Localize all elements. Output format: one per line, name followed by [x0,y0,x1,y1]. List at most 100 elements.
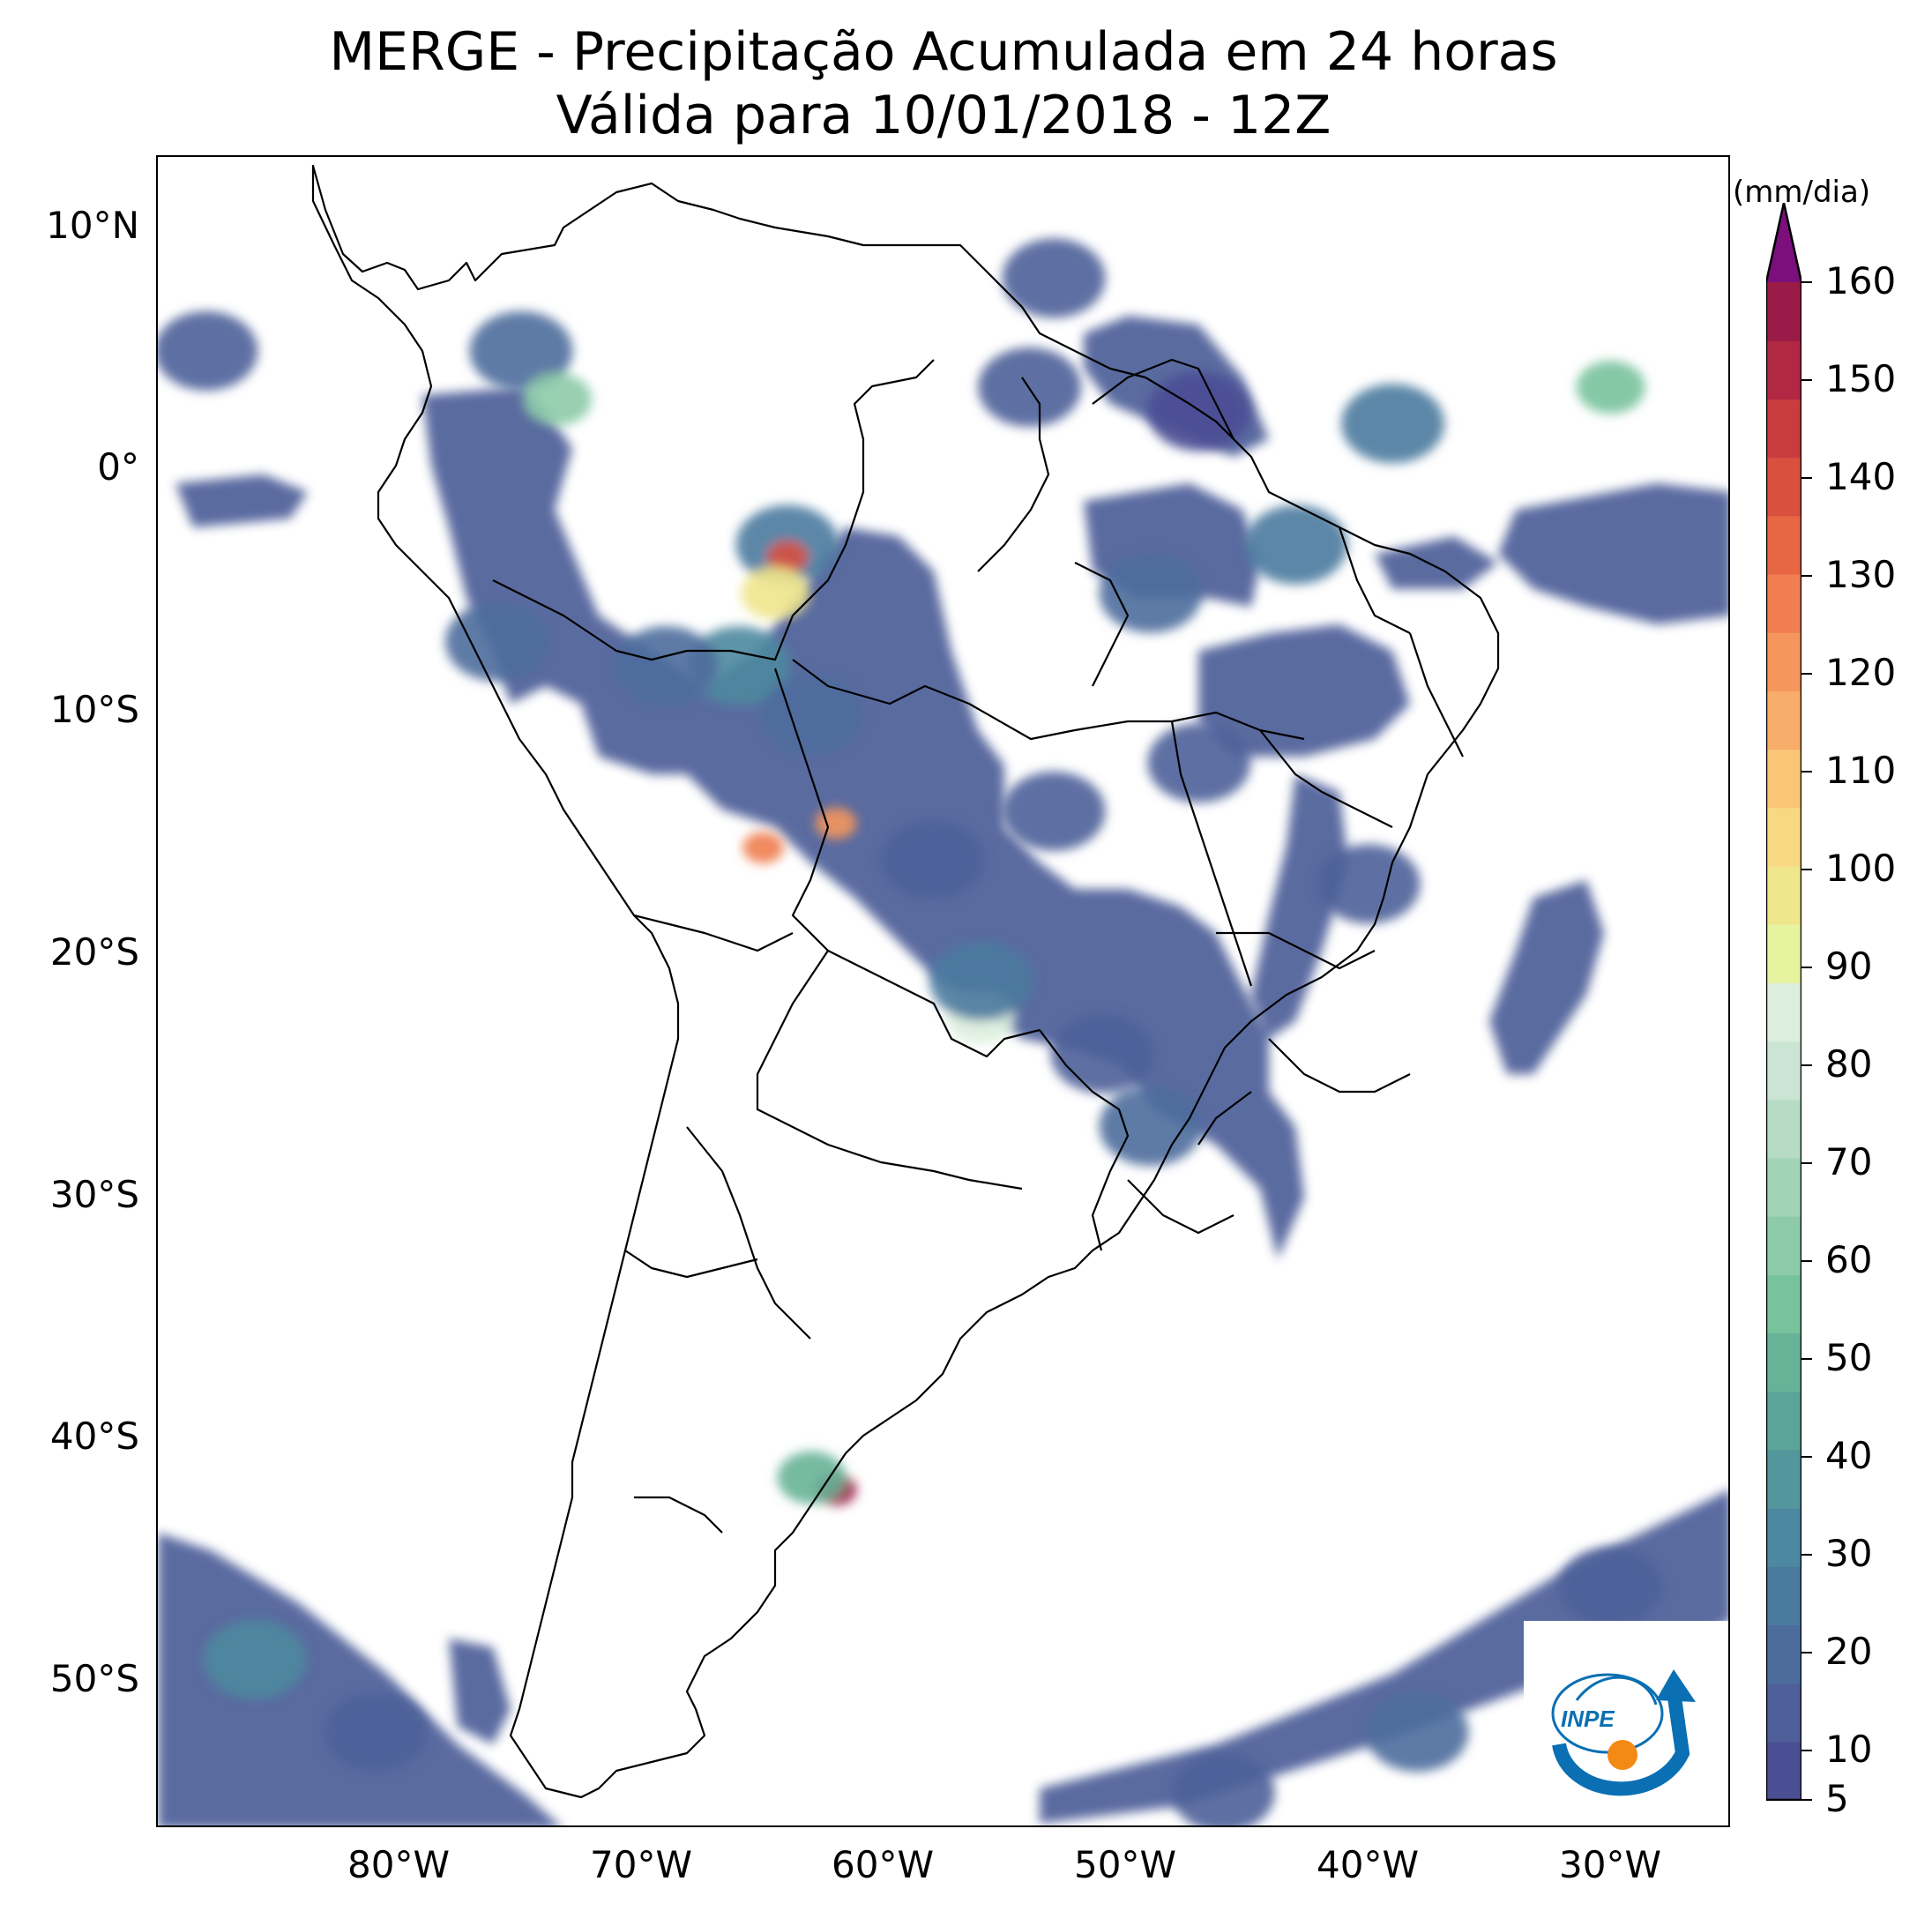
colorbar-tick-mark [1801,1554,1812,1556]
map-title-line-1: MERGE - Precipitação Acumulada em 24 hor… [329,21,1558,83]
precip-cell [469,310,573,391]
colorbar-step [1766,282,1801,341]
colorbar-step [1766,690,1801,750]
colorbar-tick-mark [1801,1652,1812,1654]
precipitation-cells [158,238,1663,1825]
lon-label: 60°W [832,1843,934,1886]
colorbar-tick-mark [1801,771,1812,773]
colorbar-tick-mark [1801,1799,1812,1801]
colorbar-tick-label: 120 [1825,651,1897,695]
precip-cell [777,1451,847,1504]
colorbar-step [1766,1566,1801,1626]
colorbar-tick-mark [1801,1750,1812,1752]
colorbar-tick-label: 140 [1825,455,1897,499]
precip-cell [1002,771,1106,851]
colorbar-tick-label: 70 [1825,1140,1873,1184]
colorbar-step [1766,340,1801,399]
logo-arc-icon [1552,1690,1690,1796]
colorbar-tick-label: 80 [1825,1042,1873,1086]
colorbar-tick-label: 40 [1825,1434,1873,1478]
precip-cell [742,832,784,864]
colorbar-step [1766,1508,1801,1567]
lat-label: 50°S [49,1657,139,1700]
logo-sun-icon [1608,1740,1637,1770]
colorbar-step [1766,1391,1801,1451]
colorbar-tick-label: 60 [1825,1238,1873,1282]
colorbar-units: (mm/dia) [1733,175,1871,210]
colorbar-tick-mark [1801,379,1812,382]
colorbar-tick-label: 50 [1825,1336,1873,1380]
precip-cell [1099,1086,1203,1167]
colorbar-step [1766,399,1801,459]
precip-cell [615,626,719,706]
lon-label: 40°W [1317,1843,1419,1886]
inpe-logo: INPE [1524,1621,1728,1824]
precip-cell [1576,361,1645,414]
precip-cell [1171,1752,1275,1825]
colorbar-tick-mark [1801,967,1812,969]
lon-label: 30°W [1559,1843,1661,1886]
colorbar-tick-label: 5 [1825,1777,1849,1820]
colorbar-step [1766,1216,1801,1275]
precip-cell [759,675,863,754]
colorbar-tick-label: 10 [1825,1728,1873,1772]
colorbar-step [1766,1741,1801,1801]
lon-label: 80°W [347,1843,450,1886]
precip-cell [1341,384,1445,464]
map-title-line-2: Válida para 10/01/2018 - 12Z [556,85,1332,146]
colorbar-tick-label: 90 [1825,944,1873,989]
colorbar-step [1766,1157,1801,1217]
colorbar-tick-label: 30 [1825,1532,1873,1576]
precip-cell [158,310,258,391]
colorbar-tick-mark [1801,281,1812,283]
colorbar-step [1766,865,1801,925]
colorbar-tick-mark [1801,1260,1812,1263]
lon-label: 70°W [590,1843,692,1886]
precip-cell [687,626,791,706]
colorbar-step [1766,1449,1801,1509]
lat-label: 10°N [46,204,139,247]
colorbar-step [1766,515,1801,575]
lat-label: 0° [97,445,139,489]
precip-cell [1099,553,1203,633]
lat-label: 10°S [49,688,139,731]
colorbar-step [1766,573,1801,633]
map-panel[interactable] [156,155,1730,1827]
precip-cell [523,372,593,426]
colorbar-step [1766,1683,1801,1743]
colorbar-tick-mark [1801,1358,1812,1361]
precip-cell [324,1692,428,1773]
lat-label: 20°S [49,930,139,974]
colorbar-tick-mark [1801,869,1812,871]
colorbar-tick-label: 20 [1825,1630,1873,1674]
precip-cell [741,566,810,620]
precip-cell [766,541,809,573]
colorbar-tick-mark [1801,1162,1812,1165]
lat-label: 30°S [49,1173,139,1216]
logo-text: INPE [1561,1706,1615,1732]
colorbar-step [1766,632,1801,691]
colorbar-step [1766,1274,1801,1334]
colorbar-extend-arrow [1766,203,1801,282]
precip-cell [929,941,1033,1021]
colorbar-step [1766,982,1801,1042]
colorbar-tick-mark [1801,1456,1812,1459]
precip-cell [1002,238,1106,318]
colorbar-step [1766,924,1801,983]
colorbar [1766,203,1801,1801]
precip-cell [1147,722,1251,802]
logo-arrow-icon [1656,1669,1696,1702]
precip-cell [1317,844,1421,924]
lon-label: 50°W [1074,1843,1176,1886]
precip-cell [881,819,985,900]
lat-label: 40°S [49,1415,139,1458]
colorbar-step [1766,1332,1801,1392]
colorbar-step [1766,457,1801,517]
colorbar-tick-mark [1801,575,1812,578]
colorbar-tick-mark [1801,673,1812,676]
precip-cell [444,601,548,682]
colorbar-tick-label: 100 [1825,847,1897,891]
map-canvas [158,164,1728,1825]
colorbar-tick-mark [1801,1064,1812,1067]
colorbar-step [1766,1041,1801,1101]
